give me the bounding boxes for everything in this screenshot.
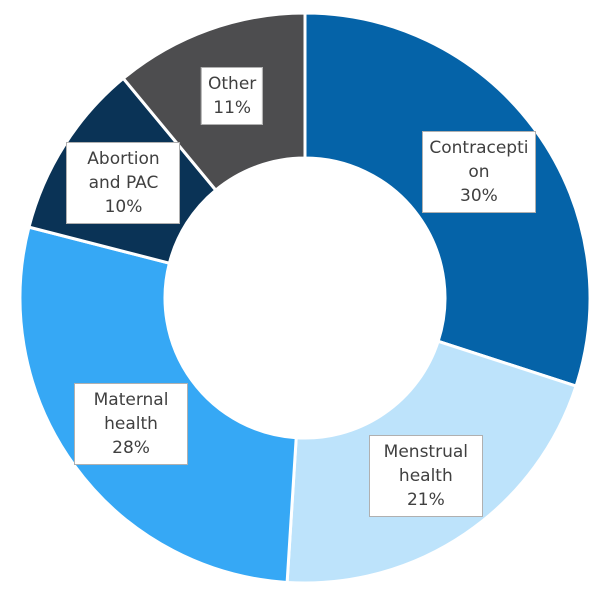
- value-label: 28%: [112, 438, 150, 459]
- category-label: Contraception: [429, 137, 529, 182]
- category-label: Abortion and PAC: [87, 148, 160, 193]
- slice-label: Menstrual health 21%: [368, 434, 483, 517]
- slice-label: Contraception 30%: [421, 130, 536, 213]
- slice-label: Other 11%: [201, 66, 264, 125]
- category-label: Menstrual health: [383, 441, 468, 486]
- value-label: 10%: [104, 196, 143, 217]
- slice-label: Maternal health 28%: [74, 383, 189, 466]
- slice-label: Abortion and PAC 10%: [66, 141, 181, 224]
- category-label: Maternal health: [93, 390, 169, 435]
- category-label: Other: [208, 73, 257, 94]
- value-label: 11%: [213, 97, 252, 118]
- value-label: 21%: [406, 489, 445, 510]
- value-label: 30%: [460, 185, 498, 206]
